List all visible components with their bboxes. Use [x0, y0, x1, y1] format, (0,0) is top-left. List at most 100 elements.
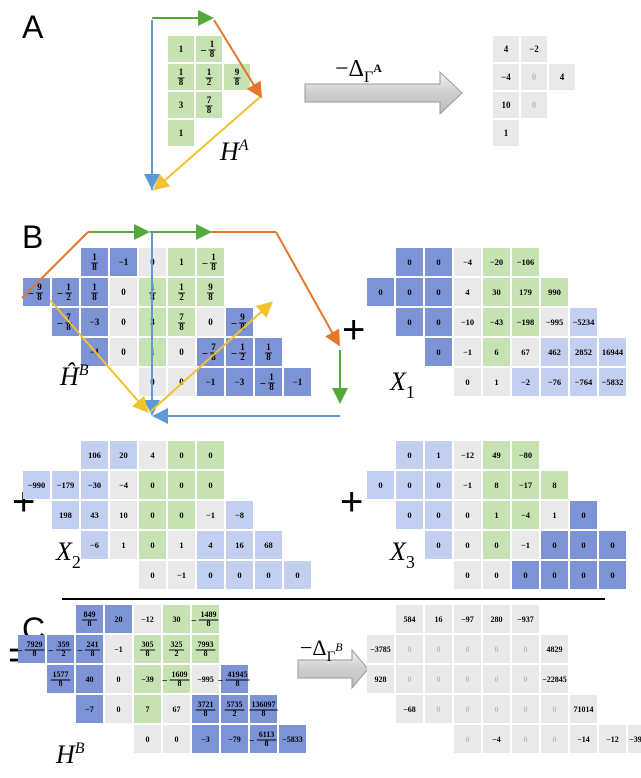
panel-c-hb-cell-r4c4: 61138−: [249, 725, 277, 753]
panel-a-letter: A: [22, 9, 44, 45]
panel-b-x1-cell-r1c6: 990: [541, 278, 568, 306]
panel-b-x1-cell-value: 0: [436, 257, 440, 267]
panel-b-hhat-cell-minus: −: [202, 348, 208, 360]
panel-c-result-cell-r3c3: 0: [483, 695, 510, 723]
panel-b-hhat-cell-r1c3: 0: [110, 278, 137, 306]
panel-c-hb-cell-numerator: 1609: [172, 670, 188, 679]
panel-b-x1-cell-value: −43: [490, 317, 503, 327]
panel-b-x1-cell-value: 0: [407, 287, 411, 297]
panel-c-result-cell-value: 71014: [574, 705, 594, 714]
panel-b-hhat-cell-numerator: 1: [266, 342, 271, 352]
panel-b-x1-cell-r3c4: 462: [541, 338, 568, 366]
panel-c-hb-cell-r2c3: −39: [134, 665, 161, 693]
panel-b-x2-cell-r1c0: −990: [23, 471, 50, 499]
panel-b-x3-cell-r2c0: 0: [396, 501, 423, 529]
panel-b-x3-cell-value: 0: [552, 540, 556, 550]
panel-c-result-cell-r4c5: −12: [599, 725, 626, 753]
panel-c-result-cell-r1c0: −3785: [367, 635, 394, 663]
panel-c-result-cell-value: 0: [524, 705, 528, 714]
panel-b-x1-cell-value: −20: [490, 257, 503, 267]
panel-a-result-cell-value: 4: [560, 72, 565, 82]
panel-c-hb-cell-r2c2: 0: [105, 665, 132, 693]
panel-b-hhat-cell-r1c6: 98: [197, 278, 224, 306]
panel-b-x2-cell-value: −179: [57, 480, 75, 490]
panel-b-x2-cell-r1c5: 0: [168, 471, 195, 499]
panel-b-x2-cell-r0c1: 20: [110, 441, 137, 469]
panel-c-hb-cell-r1c1: 3592−: [47, 635, 74, 663]
panel-a-h-cell-denominator: 8: [210, 49, 215, 59]
panel-b-x3-cell-value: 0: [581, 510, 585, 520]
panel-b-x3-cell-r4c1: 0: [483, 561, 510, 589]
panel-a-operator-arrow: [305, 72, 462, 114]
panel-c-result-cell-r3c6: 71014: [570, 695, 597, 723]
panel-c-result-cell-value: 0: [524, 735, 528, 744]
panel-b-x1-cell-r2c1: 0: [425, 308, 452, 336]
panel-b-hhat-cell-denominator: 8: [208, 292, 213, 302]
panel-b-x2-cell-r4c2: 0: [197, 561, 224, 589]
panel-b-hhat-cell-minus: −: [260, 378, 266, 390]
panel-c-hb-cell-r1c3: −1: [105, 635, 132, 663]
panel-b-x2-cell-r4c4: 0: [255, 561, 282, 589]
panel-b-hhat-cell-denominator: 8: [37, 292, 42, 302]
panel-b-hhat-cell-r0c4: 18−: [197, 248, 224, 276]
panel-b-x2-cell-value: 0: [208, 450, 212, 460]
panel-b-x1-cell-value: 30: [492, 287, 501, 297]
panel-c-result-cell-value: −68: [403, 705, 416, 714]
panel-b-x3-cell-value: −17: [519, 480, 533, 490]
panel-b-x2-cell-value: 43: [90, 510, 99, 520]
panel-c-result-cell-r0c2: −97: [454, 605, 481, 633]
panel-a-result-cell-value: 0: [532, 100, 537, 110]
panel-a-result-cell-r2c0: 10: [493, 92, 519, 118]
panel-c-result-grid: 584 16 −97 280 −937−3785 0 0 0 0 0 4829928 0 0 0 0 0 −22…: [367, 605, 641, 753]
panel-a-h-cell-numerator: 9: [235, 67, 240, 77]
panel-c-hb-cell-r2c1: 40: [76, 665, 103, 693]
panel-b-x3-cell-value: −1: [463, 480, 472, 490]
panel-b-x3-cell-r3c1: 0: [454, 531, 481, 559]
panel-b-hhat-cell-r4c4: 18−: [255, 368, 282, 396]
panel-c-result-cell-value: −3785: [370, 645, 391, 654]
panel-c-hb-cell-value: −79: [228, 735, 241, 744]
panel-c-hb-cell-r4c0: 0: [134, 725, 161, 753]
panel-b-x3-cell-value: 0: [610, 570, 614, 580]
panel-b-x2-cell-r0c4: 0: [197, 441, 224, 469]
panel-c-hb-cell-minus: −: [48, 646, 54, 657]
panel-c-hb-cell-r3c2: 7: [134, 695, 161, 723]
panel-a-result-cell-value: −4: [501, 72, 511, 82]
panel-b-x1-cell-r1c5: 179: [512, 278, 539, 306]
panel-a-h-label: HA: [219, 137, 249, 166]
panel-a-h-cell-denominator: 2: [207, 77, 212, 87]
panel-b-x1-cell-r4c2: −2: [512, 368, 539, 396]
panel-b-hhat-cell-r2c4: 78: [168, 308, 195, 336]
panel-b-hhat-cell-denominator: 2: [240, 352, 245, 362]
panel-b-x2-cell-value: −1: [206, 510, 215, 520]
panel-a-h-cell-minus: −: [200, 45, 206, 57]
panel-b-x1-cell-r3c6: 16944: [599, 338, 626, 366]
panel-c-hb-cell-value: −1: [114, 645, 123, 654]
panel-c-hb-cell-numerator: 325: [171, 640, 183, 649]
panel-a-result-grid: 4 −2−4 0 410 01: [493, 36, 575, 146]
panel-c-hb-cell-minus: −: [218, 676, 224, 687]
panel-b-x3-cell-value: 0: [494, 570, 498, 580]
panel-b-x3-cell-r3c6: 0: [599, 531, 626, 559]
panel-b-x3-cell-value: 1: [436, 450, 440, 460]
panel-c-result-cell-value: −97: [461, 615, 474, 624]
panel-c-hb-cell-r3c1: 0: [105, 695, 132, 723]
panel-b-x2-cell-r1c2: −30: [81, 471, 108, 499]
panel-b-x3-cell-value: 0: [407, 480, 411, 490]
panel-b-x1-cell-value: −4: [463, 257, 473, 267]
panel-c-result-cell-r1c3: 0: [454, 635, 481, 663]
panel-b-x3-cell-r1c1: 0: [396, 471, 423, 499]
panel-b-x3-cell-value: 0: [436, 540, 440, 550]
panel-c-hb-cell-r2c5: −995: [192, 665, 219, 693]
panel-a-h-cell-r3c0: 1: [168, 120, 194, 146]
panel-c-result-cell-r0c3: 280: [483, 605, 510, 633]
panel-b-x1-cell-r3c3: 67: [512, 338, 539, 366]
panel-c-hb-cell-minus: −: [191, 616, 197, 627]
panel-c-hb-cell-r1c5: 3252: [163, 635, 190, 663]
panel-c-result-cell-r1c6: 4829: [541, 635, 568, 663]
panel-b-x1-cell-r4c1: 1: [483, 368, 510, 396]
panel-b-hhat-cell-value: −3: [90, 317, 100, 327]
panel-b-hhat-cell-r2c1: −3: [81, 308, 108, 336]
panel-b-x3-cell-value: 0: [523, 570, 527, 580]
